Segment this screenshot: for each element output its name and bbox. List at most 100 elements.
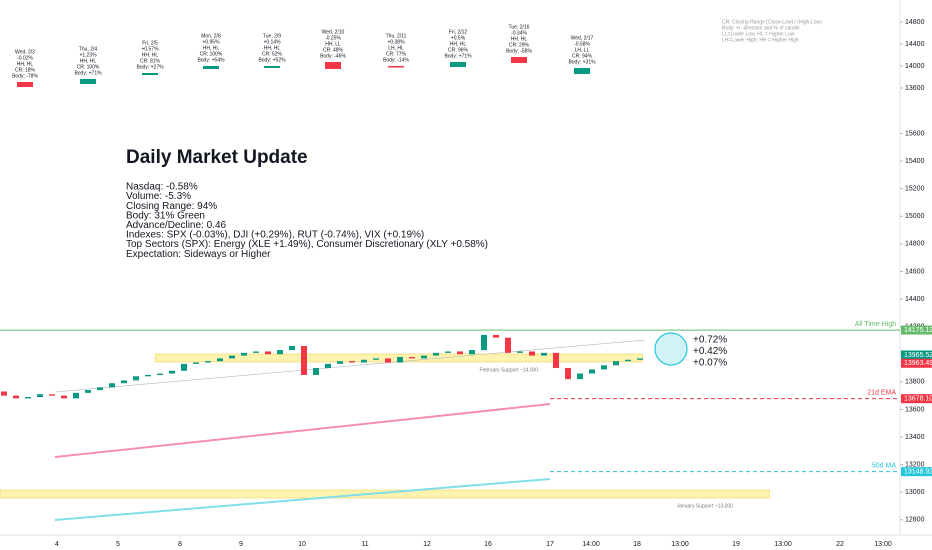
day-label: Wed, 2/3	[15, 49, 35, 55]
y-tick-label: 14000	[905, 63, 925, 70]
candle	[157, 373, 163, 375]
candle	[193, 362, 199, 364]
candle	[337, 361, 343, 364]
day-label: CR: 77%	[386, 51, 407, 57]
day-label: CR: 100%	[200, 51, 223, 57]
day-label: -0.02%	[17, 55, 33, 61]
y-tick-label: 15200	[905, 185, 925, 192]
day-label: Body: +54%	[197, 57, 225, 63]
day-label: LH, HL	[388, 45, 404, 51]
day-label: CR: 94%	[572, 53, 593, 59]
day-label: HH, HL	[511, 36, 528, 42]
candle	[601, 365, 607, 370]
day-label: Body: -14%	[383, 57, 409, 63]
candle	[637, 358, 643, 360]
candle	[241, 352, 247, 356]
day-label: CR: 52%	[262, 51, 283, 57]
candle	[301, 345, 307, 375]
candle	[145, 374, 151, 377]
legend-line: LL=Lower Low, HL = Higher Low	[722, 31, 795, 37]
candle	[253, 351, 259, 353]
daily-candle	[388, 66, 404, 68]
candle	[85, 390, 91, 393]
candle	[121, 380, 127, 384]
x-tick-label: 12	[423, 541, 431, 548]
candle	[541, 352, 547, 356]
legend-line: Body: +/- direction and % of candle	[722, 25, 800, 31]
y-tick-label: 15600	[905, 130, 925, 137]
day-label: +0.14%	[263, 39, 281, 45]
y-tick-label: 14400	[905, 296, 925, 303]
candle	[205, 361, 211, 363]
day-label: CR: 96%	[448, 47, 469, 53]
projection-label: +0.42%	[693, 346, 727, 357]
candle	[505, 337, 511, 353]
candle	[433, 352, 439, 356]
candle	[385, 358, 391, 363]
text-line: Expectation: Sideways or Higher	[126, 249, 271, 260]
y-tick-label: 14400	[905, 41, 925, 48]
day-label: CR: 18%	[15, 67, 36, 73]
daily-candle	[142, 72, 158, 76]
legend-line: CR: Closing Range (Close-Low) / (High-Lo…	[722, 19, 822, 25]
day-label: Body: +31%	[568, 59, 596, 65]
day-label: HH, HL	[264, 45, 281, 51]
day-label: CR: 100%	[77, 64, 100, 70]
projection-label: +0.07%	[693, 358, 727, 369]
day-label: Tue, 2/9	[263, 33, 281, 39]
day-label: HH, HL	[17, 61, 34, 67]
candle	[325, 363, 331, 369]
x-tick-label: 4	[55, 541, 59, 548]
candle	[445, 351, 451, 353]
day-label: Fri, 2/5	[142, 40, 158, 46]
y-tick-label: 13400	[905, 434, 925, 441]
candle	[229, 355, 235, 359]
x-tick-label: 14:00	[582, 541, 600, 548]
candle	[409, 356, 415, 359]
x-tick-label: 5	[116, 541, 120, 548]
day-label: Mon, 2/8	[201, 33, 221, 39]
title: Daily Market Update	[126, 147, 308, 168]
price-tag	[901, 325, 932, 335]
text-line: Advance/Decline: 0.46	[126, 220, 227, 231]
candle	[613, 361, 619, 366]
y-tick-label: 15000	[905, 213, 925, 220]
candle	[61, 395, 67, 399]
line	[54, 339, 645, 393]
y-tick-label: 12800	[905, 517, 925, 524]
candle	[529, 351, 535, 356]
x-tick-label: 8	[178, 541, 182, 548]
candle	[169, 370, 175, 374]
candle	[289, 345, 295, 351]
day-label: HH, LL	[325, 41, 341, 47]
level-name: 50d MA	[872, 463, 896, 470]
y-tick-label: 14800	[905, 19, 925, 26]
candle	[373, 358, 379, 360]
candle	[277, 350, 283, 355]
level-name: 21d EMA	[867, 389, 896, 396]
candle	[181, 363, 187, 371]
x-tick-label: 11	[361, 541, 368, 548]
line	[54, 477, 551, 521]
price-tag	[901, 350, 932, 360]
text-line: Top Sectors (SPX): Energy (XLE +1.49%), …	[126, 239, 488, 250]
day-label: -0.58%	[574, 41, 590, 47]
price-tag	[901, 358, 932, 368]
y-tick-label: 14800	[905, 241, 925, 248]
daily-candle	[80, 78, 96, 84]
level-name: All Time High	[855, 321, 896, 328]
candle	[493, 334, 499, 338]
day-label: Body: -58%	[506, 48, 532, 54]
y-tick-label: 14600	[905, 268, 925, 275]
candle	[49, 394, 55, 396]
day-label: +0.57%	[141, 46, 159, 52]
candle	[517, 351, 523, 353]
candle	[565, 368, 571, 380]
day-label: Body: +71%	[74, 70, 102, 76]
candle	[313, 368, 319, 375]
candle	[577, 373, 583, 380]
price-tag	[901, 467, 932, 477]
day-label: -0.25%	[325, 35, 341, 41]
day-label: -0.34%	[511, 30, 527, 36]
